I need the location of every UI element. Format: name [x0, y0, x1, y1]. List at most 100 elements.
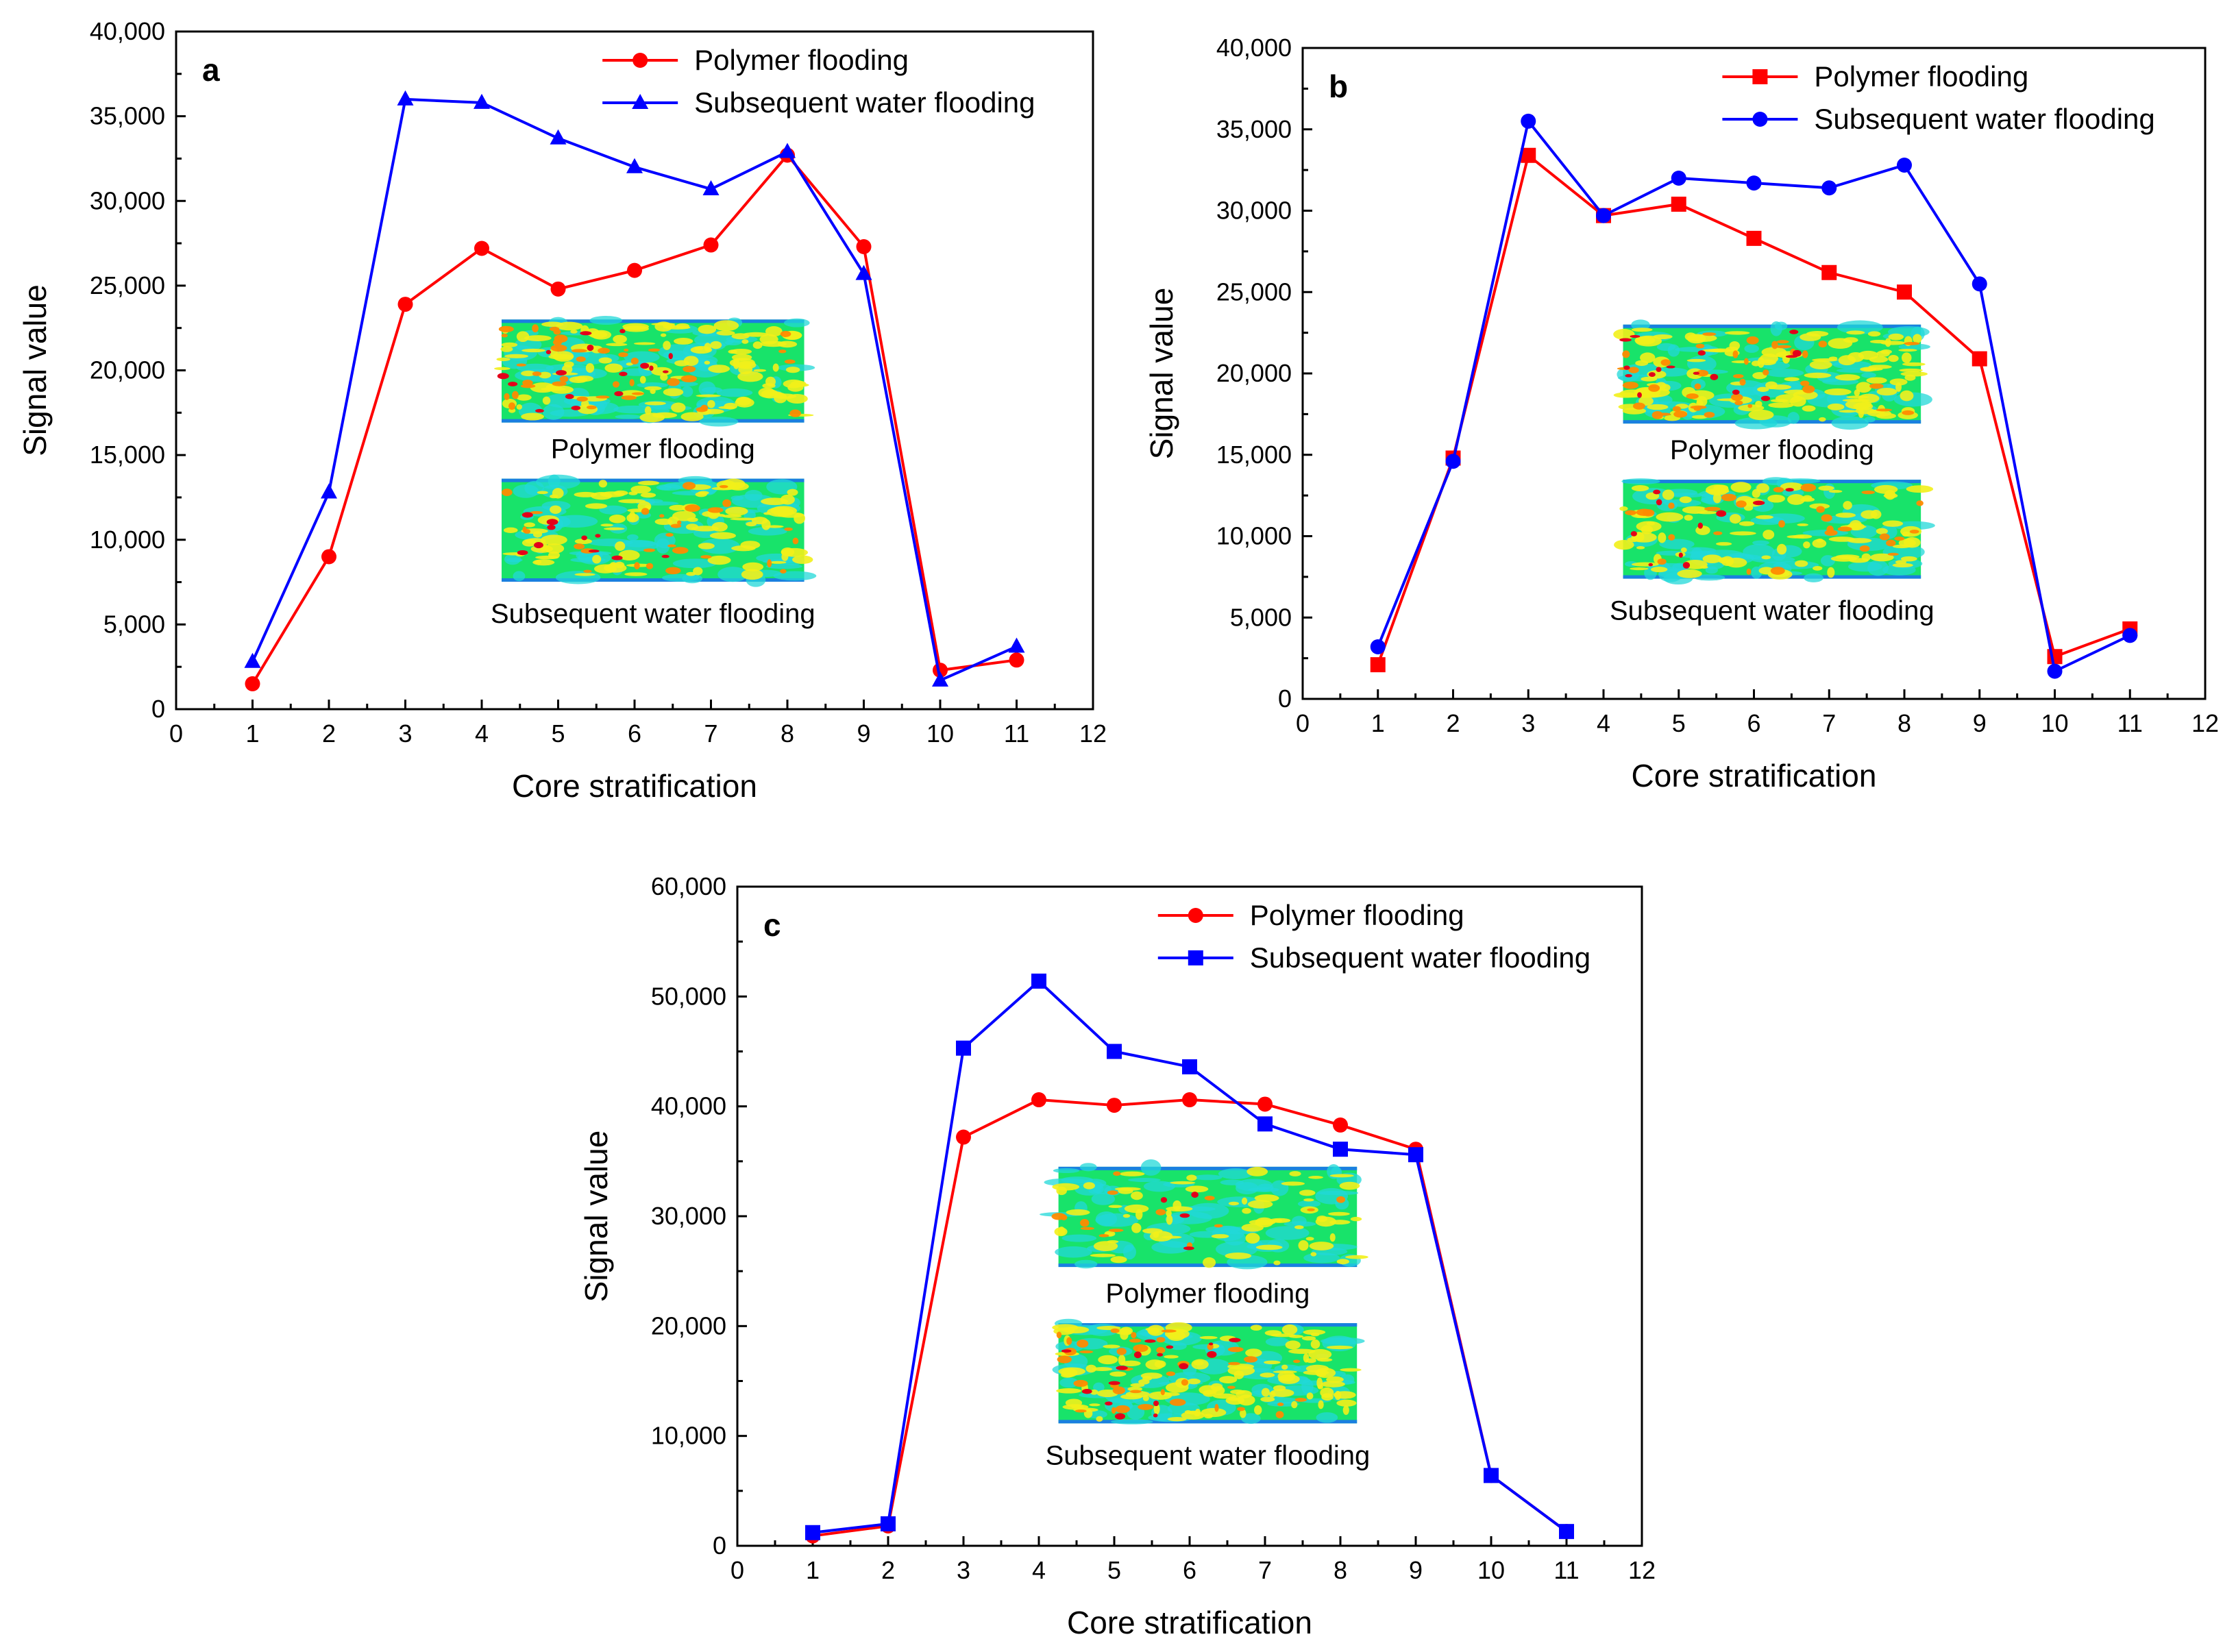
data-point: [1746, 175, 1762, 191]
data-point: [397, 297, 413, 312]
heatmap-blob: [1218, 1376, 1238, 1383]
heatmap-blob: [1131, 1222, 1142, 1233]
heatmap-blob: [547, 524, 556, 530]
heatmap-blob: [1110, 1256, 1127, 1263]
heatmap-blob: [1651, 410, 1663, 419]
heatmap-blob: [1827, 567, 1835, 578]
heatmap-blob: [1656, 367, 1662, 372]
heatmap-blob: [1115, 1328, 1131, 1335]
heatmap-blob: [1297, 1200, 1321, 1208]
heatmap-blob: [1653, 489, 1661, 495]
heatmap-blob: [1721, 556, 1734, 567]
heatmap-blob: [550, 344, 567, 352]
heatmap-blob: [1837, 526, 1852, 532]
heatmap-blob: [685, 504, 700, 513]
heatmap-blob: [1273, 1385, 1286, 1392]
heatmap-blob: [1055, 1246, 1092, 1258]
x-tick-label: 0: [1296, 709, 1310, 737]
heatmap-blob: [680, 412, 704, 421]
heatmap-blob: [1191, 1192, 1199, 1198]
heatmap-blob: [1254, 1194, 1279, 1203]
heatmap-blob: [1696, 510, 1717, 515]
heatmap-blob: [552, 351, 574, 362]
x-tick-label: 6: [1747, 709, 1760, 737]
heatmap-blob: [595, 534, 601, 538]
heatmap-blob: [581, 535, 588, 541]
heatmap-blob: [1241, 1197, 1248, 1205]
heatmap-blob: [671, 402, 686, 413]
data-point: [703, 237, 719, 253]
heatmap-blob: [501, 489, 513, 496]
heatmap-blob: [1237, 1407, 1245, 1411]
heatmap-blob: [1138, 1404, 1154, 1410]
heatmap-blob: [761, 519, 771, 530]
heatmap-blob: [722, 499, 732, 508]
heatmap-blob: [1792, 349, 1802, 357]
heatmap-blob: [1630, 531, 1637, 537]
heatmap-blob: [1686, 393, 1699, 399]
heatmap-blob: [1186, 1174, 1197, 1181]
heatmap-blob: [1729, 514, 1741, 524]
legend-entry-1: Polymer flooding: [1722, 60, 2028, 93]
heatmap-blob: [785, 367, 800, 373]
heatmap-blob: [1265, 1337, 1290, 1346]
heatmap-blob: [513, 571, 526, 582]
heatmap-blob: [1705, 566, 1718, 574]
heatmap-blob: [1255, 1244, 1283, 1250]
heatmap-blob: [1274, 1364, 1301, 1372]
heatmap-blob: [641, 508, 650, 515]
heatmap-blob: [1316, 1190, 1359, 1196]
heatmap-blob: [1695, 526, 1710, 535]
x-tick-label: 1: [245, 719, 259, 748]
heatmap-blob: [1285, 1340, 1301, 1350]
heatmap-blob: [1625, 374, 1632, 378]
legend-marker: [1188, 950, 1203, 965]
heatmap-blob: [637, 382, 668, 389]
heatmap-blob: [565, 393, 574, 399]
heatmap-blob: [737, 371, 763, 382]
data-point: [1370, 639, 1386, 654]
heatmap-blob: [493, 367, 511, 371]
heatmap-blob: [1746, 336, 1759, 345]
heatmap-blob: [651, 367, 672, 376]
heatmap-blob: [1619, 506, 1628, 511]
heatmap-blob: [1107, 1190, 1118, 1195]
heatmap-blob: [660, 373, 668, 381]
heatmap-blob: [574, 539, 592, 545]
heatmap-blob: [1344, 1255, 1368, 1259]
heatmap-blob: [613, 405, 654, 414]
heatmap-blob: [1876, 350, 1890, 357]
heatmap-blob: [589, 316, 623, 325]
heatmap-blob: [1700, 565, 1708, 569]
inset-caption-1: Polymer flooding: [551, 434, 755, 465]
data-point: [244, 652, 261, 668]
y-axis-title: Signal value: [1144, 288, 1179, 460]
heatmap-blob: [682, 482, 696, 490]
heatmap-blob: [1289, 1171, 1301, 1176]
legend-label: Subsequent water flooding: [1250, 941, 1591, 974]
heatmap-blob: [1162, 1235, 1182, 1239]
heatmap-blob: [1696, 369, 1709, 377]
heatmap-blob: [1653, 334, 1673, 339]
heatmap-blob: [1260, 1396, 1275, 1403]
heatmap-blob: [1281, 1324, 1298, 1335]
heatmap-blob: [1776, 340, 1789, 344]
heatmap-blob: [1816, 538, 1823, 543]
heatmap-blob: [1641, 525, 1654, 534]
heatmap-blob: [626, 362, 633, 366]
heatmap-blob: [701, 386, 722, 393]
heatmap-blob: [1784, 377, 1800, 382]
heatmap-blob: [1819, 417, 1826, 422]
heatmap-blob: [1631, 562, 1659, 567]
legend-entry-1: Polymer flooding: [1157, 899, 1464, 931]
heatmap-blob: [1894, 537, 1905, 541]
heatmap-blob: [1906, 485, 1934, 493]
heatmap-blob: [1776, 543, 1787, 555]
heatmap-blob: [1316, 1357, 1333, 1362]
x-tick-label: 7: [1258, 1556, 1272, 1584]
heatmap-blob: [774, 393, 797, 399]
heatmap-blob: [1153, 1403, 1160, 1415]
heatmap-blob: [661, 554, 670, 558]
data-point: [1333, 1117, 1348, 1133]
heatmap-blob: [718, 406, 736, 409]
